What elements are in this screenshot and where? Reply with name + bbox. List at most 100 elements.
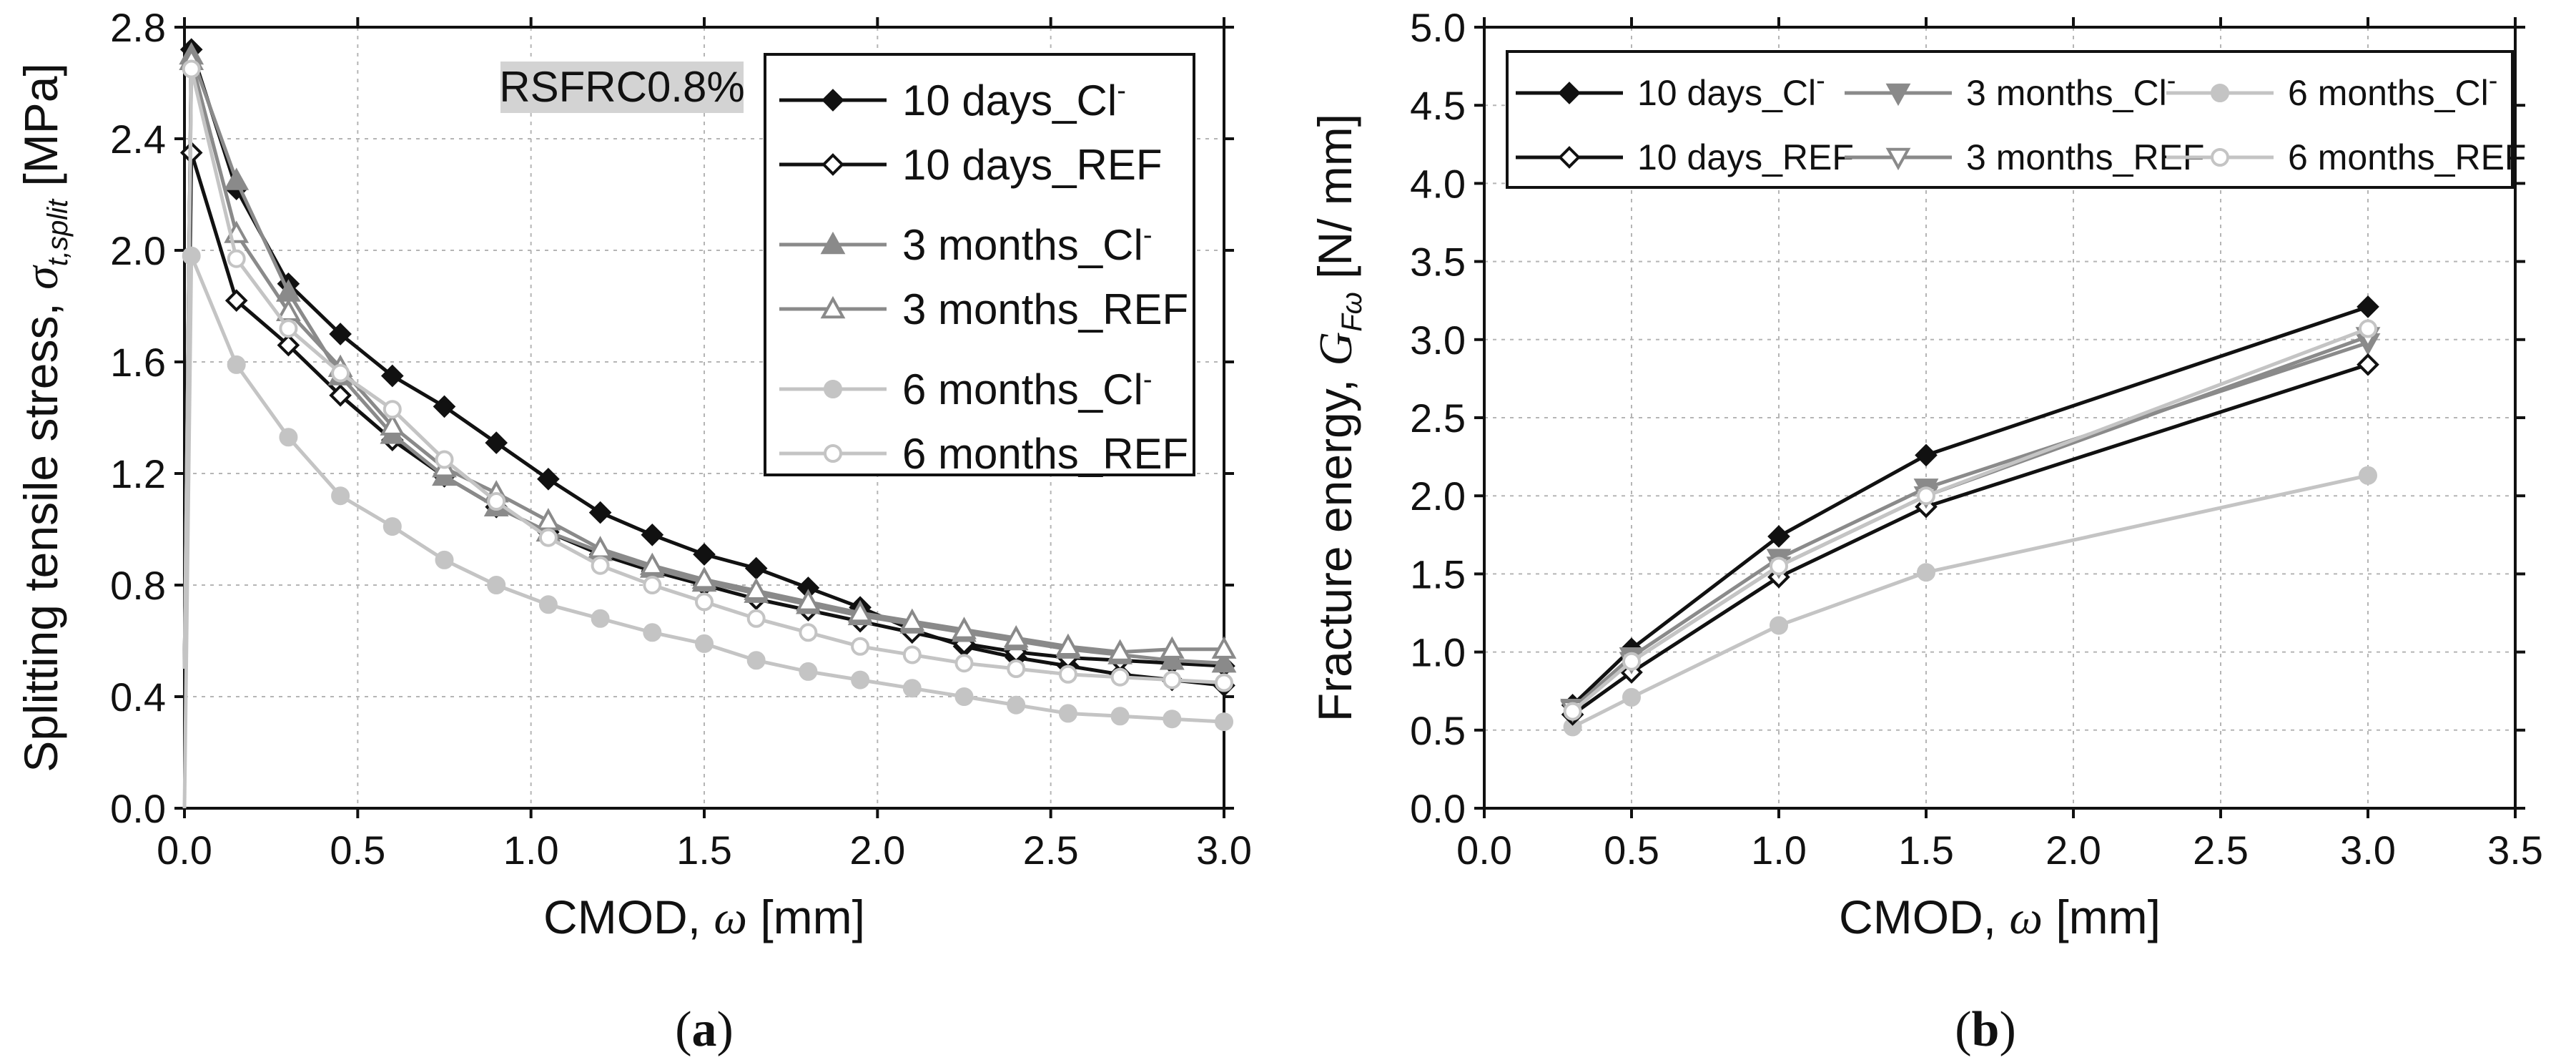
data-point-0 <box>433 395 456 418</box>
x-tick-label: 0.0 <box>1456 828 1512 873</box>
data-point-3 <box>899 608 925 631</box>
x-tick-label: 2.5 <box>1023 828 1079 873</box>
x-axis-label: CMOD, ω [mm] <box>543 890 865 944</box>
data-point-5 <box>746 609 766 628</box>
data-point-4 <box>954 687 974 706</box>
data-point-3 <box>380 413 405 436</box>
data-point-4 <box>331 486 350 506</box>
data-point-0 <box>693 543 716 566</box>
legend-marker-1 <box>821 153 844 176</box>
data-point-1 <box>277 333 300 357</box>
y-tick-label: 2.0 <box>110 228 166 273</box>
legend-marker-2 <box>820 231 846 255</box>
legend-label-0: 10 days_Cl- <box>1637 66 1825 113</box>
legend-marker-0 <box>821 89 844 112</box>
data-point-1 <box>329 383 352 407</box>
y-tick-label: 0.8 <box>110 563 166 608</box>
data-point-5 <box>182 59 201 79</box>
data-point-4 <box>1163 710 1182 729</box>
series-line-2 <box>182 53 1225 669</box>
legend-label-3: 3 months_REF <box>902 285 1188 333</box>
data-point-5 <box>538 528 558 547</box>
y-tick-label: 0.0 <box>1410 786 1466 831</box>
legend-marker-0 <box>1558 82 1581 104</box>
data-point-2 <box>1159 647 1185 670</box>
y-tick-label: 0.5 <box>1410 708 1466 753</box>
data-point-5 <box>902 645 922 664</box>
y-tick-label: 1.5 <box>1410 551 1466 597</box>
data-point-3 <box>1107 639 1132 662</box>
data-point-3 <box>2357 353 2379 376</box>
legend-label-2: 6 months_Cl- <box>2288 66 2497 113</box>
data-point-5 <box>279 319 298 338</box>
data-point-4 <box>643 623 662 642</box>
legend-label-5: 6 months_REF <box>2288 137 2526 177</box>
legend-label-3: 10 days_REF <box>1637 137 1854 177</box>
data-point-3 <box>691 566 717 589</box>
data-point-3 <box>1211 636 1237 659</box>
legend-label-4: 3 months_REF <box>1966 137 2204 177</box>
legend-marker-5 <box>824 444 842 463</box>
data-point-5 <box>435 450 454 469</box>
y-tick-label: 4.5 <box>1410 83 1466 128</box>
data-point-3 <box>847 599 873 623</box>
legend-label-1: 3 months_Cl- <box>1966 66 2176 113</box>
data-point-3 <box>536 508 561 531</box>
legend-label-5: 6 months_REF <box>902 430 1188 478</box>
data-point-5 <box>591 556 610 575</box>
data-point-4 <box>435 550 454 569</box>
legend-marker-2 <box>2211 84 2229 102</box>
data-point-4 <box>1058 704 1077 723</box>
data-point-5 <box>851 637 870 656</box>
data-point-0 <box>537 467 560 491</box>
data-point-5 <box>1163 670 1182 690</box>
data-point-4 <box>383 517 402 536</box>
data-point-3 <box>744 577 769 600</box>
data-point-2 <box>1622 687 1641 707</box>
data-point-4 <box>799 662 818 681</box>
legend-a: 10 days_Cl- 10 days_REF 3 months_Cl- 3 mont… <box>764 53 1195 478</box>
y-tick-label: 3.0 <box>1410 318 1466 363</box>
data-point-3 <box>1055 633 1081 656</box>
panel-label: (a) <box>675 1002 734 1057</box>
data-point-4 <box>538 595 558 614</box>
data-point-5 <box>1770 556 1788 576</box>
x-tick-label: 3.5 <box>2487 828 2543 873</box>
data-point-5 <box>487 492 506 511</box>
data-point-0 <box>1767 525 1790 548</box>
x-tick-label: 1.0 <box>1751 828 1807 873</box>
legend-frame <box>1506 50 2514 189</box>
x-tick-label: 2.5 <box>2193 828 2249 873</box>
legend-frame <box>764 53 1195 476</box>
x-tick-label: 3.0 <box>2340 828 2396 873</box>
x-tick-label: 2.0 <box>2045 828 2101 873</box>
legend-marker-1 <box>1885 83 1911 107</box>
legend-label-0: 10 days_Cl- <box>902 76 1126 124</box>
data-point-4 <box>851 670 870 690</box>
data-point-5 <box>954 654 974 673</box>
series-line-1 <box>182 151 1225 669</box>
data-point-0 <box>380 364 404 388</box>
x-tick-label: 0.0 <box>157 828 212 873</box>
y-tick-label: 1.2 <box>110 451 166 496</box>
data-point-4 <box>279 428 298 447</box>
data-point-5 <box>695 592 714 612</box>
data-point-3 <box>796 589 821 612</box>
data-point-3 <box>1159 636 1185 659</box>
legend-label-1: 10 days_REF <box>902 141 1163 189</box>
data-point-4 <box>1110 707 1130 726</box>
data-point-5 <box>1622 652 1641 671</box>
data-point-5 <box>1007 659 1026 678</box>
y-tick-label: 0.4 <box>110 674 166 720</box>
data-point-0 <box>641 523 664 546</box>
y-tick-label: 1.0 <box>1410 630 1466 675</box>
x-axis-label: CMOD, ω [mm] <box>1839 890 2161 944</box>
y-tick-label: 2.0 <box>1410 473 1466 519</box>
x-tick-label: 0.5 <box>1604 828 1659 873</box>
legend-marker-4 <box>1885 147 1911 171</box>
data-point-1 <box>224 289 248 313</box>
series-line-1 <box>1571 340 2369 710</box>
x-tick-label: 0.5 <box>330 828 385 873</box>
annotation-text: RSFRC0.8% <box>499 63 744 111</box>
